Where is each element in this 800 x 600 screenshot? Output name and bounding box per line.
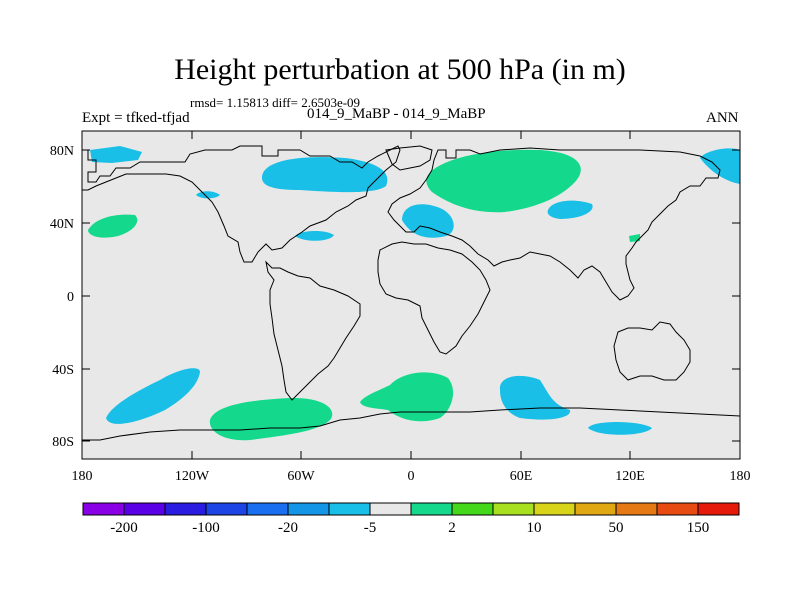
blob-south-atlantic [360, 372, 454, 422]
colorbar-labels: -200 -100 -20 -5 2 10 50 150 [110, 520, 709, 536]
colorbar-label-4: -5 [364, 520, 377, 536]
blob-north-pacific-east [700, 148, 740, 184]
lon-label-120w: 120W [175, 469, 210, 484]
colorbar-segment [328, 502, 371, 516]
stats-text: rmsd= 1.15813 diff= 2.6503e-09 [190, 95, 361, 110]
blob-north-america [262, 157, 388, 193]
coast-eurasia [387, 147, 721, 301]
lat-ticks [82, 149, 740, 442]
blob-japan-small [629, 234, 640, 242]
colorbar-segment [451, 502, 494, 516]
colorbar-segment [615, 502, 658, 516]
colorbar-segment [410, 502, 453, 516]
colorbar-label-1: -200 [110, 520, 138, 536]
positive-anomaly-regions [88, 149, 640, 441]
lat-label-40n: 40N [50, 217, 74, 232]
colorbar-segment [287, 502, 330, 516]
colorbar-segment [123, 502, 166, 516]
blob-caribbean [295, 230, 334, 241]
colorbar-label-8: 150 [687, 520, 710, 536]
lat-labels: 80N 40N 0 40S 80S [50, 144, 74, 450]
colorbar [82, 502, 740, 516]
colorbar-segment [82, 502, 125, 516]
lat-label-0: 0 [67, 290, 74, 305]
colorbar-segment [492, 502, 535, 516]
map-title: Height perturbation at 500 hPa (in m) [174, 53, 626, 86]
blob-pacific-west [88, 214, 138, 238]
lon-label-120e: 120E [615, 469, 645, 484]
blob-nw-pacific [90, 146, 142, 163]
coast-central-south-america [265, 260, 361, 401]
lon-label-180w: 180 [72, 469, 93, 484]
colorbar-label-2: -100 [192, 520, 220, 536]
lon-label-60w: 60W [287, 469, 315, 484]
coast-alaska-north-america [82, 145, 401, 263]
case-subtitle: 014_9_MaBP - 014_9_MaBP [307, 106, 486, 122]
coast-antarctica [82, 407, 741, 441]
blob-australia-south [588, 422, 652, 435]
coast-africa [377, 241, 491, 355]
colorbar-segment [697, 502, 740, 516]
lat-label-80n: 80N [50, 144, 74, 159]
blob-siberia [547, 200, 593, 219]
colorbar-label-7: 50 [609, 520, 624, 536]
blob-south-pacific [106, 368, 200, 424]
lat-label-80s: 80S [52, 435, 74, 450]
blob-pacific-small [196, 191, 220, 199]
lon-label-0: 0 [408, 469, 415, 484]
lon-ticks [81, 131, 741, 459]
colorbar-segment [369, 502, 412, 516]
negative-anomaly-regions [90, 146, 740, 435]
lon-label-180e: 180 [730, 469, 751, 484]
colorbar-label-5: 2 [448, 520, 456, 536]
coastlines [82, 145, 741, 441]
coast-australia [613, 321, 691, 381]
lat-label-40s: 40S [52, 363, 74, 378]
colorbar-label-6: 10 [527, 520, 542, 536]
colorbar-segment [246, 502, 289, 516]
colorbar-segment [574, 502, 617, 516]
colorbar-label-3: -20 [278, 520, 298, 536]
blob-asia-north [426, 149, 581, 213]
blob-mediterranean [402, 204, 454, 238]
colorbar-segment [533, 502, 576, 516]
lon-labels: 180 120W 60W 0 60E 120E 180 [72, 469, 751, 484]
colorbar-segment [205, 502, 248, 516]
colorbar-segment [656, 502, 699, 516]
lon-label-60e: 60E [510, 469, 533, 484]
colorbar-segment [164, 502, 207, 516]
season-label: ANN [706, 110, 739, 126]
coast-greenland [385, 145, 433, 171]
experiment-label: Expt = tfked-tfjad [82, 110, 190, 126]
